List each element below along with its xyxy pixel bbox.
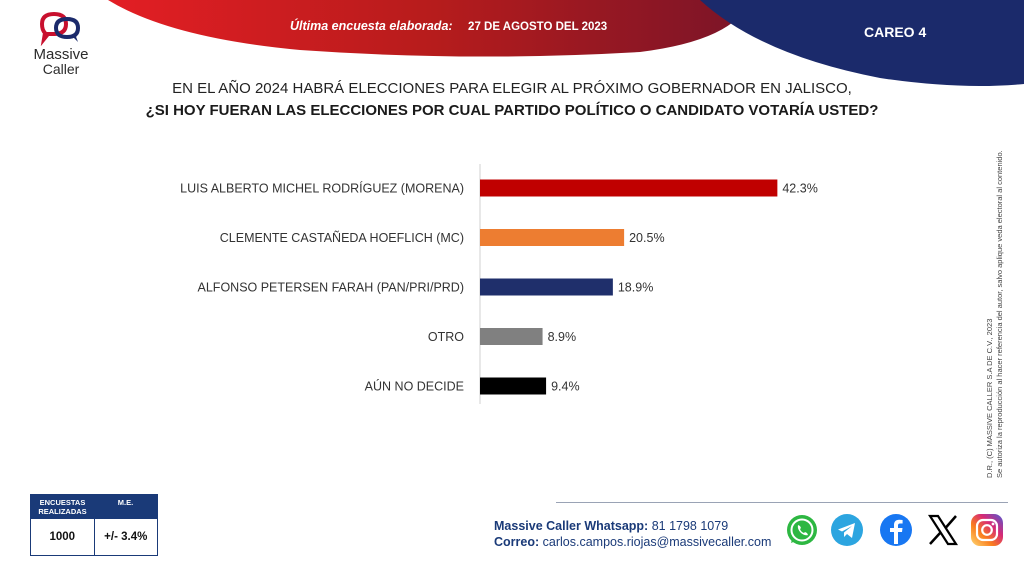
data-label: 9.4% (551, 380, 580, 394)
category-label: LUIS ALBERTO MICHEL RODRÍGUEZ (MORENA) (180, 181, 464, 196)
survey-stats-table: ENCUESTAS REALIZADAS M.E. 1000 +/- 3.4% (30, 494, 158, 556)
survey-date-value: 27 DE AGOSTO DEL 2023 (468, 21, 608, 33)
chat-bubbles-icon (39, 11, 81, 46)
whatsapp-number[interactable]: 81 1798 1079 (651, 519, 729, 533)
question-intro: EN EL AÑO 2024 HABRÁ ELECCIONES PARA ELE… (172, 80, 852, 97)
telegram-icon[interactable] (829, 512, 865, 548)
bar (480, 377, 547, 395)
data-label: 8.9% (548, 330, 577, 344)
bar (480, 179, 778, 197)
email-address[interactable]: carlos.campos.riojas@massivecaller.com (542, 535, 772, 549)
category-label: OTRO (428, 330, 464, 344)
data-label: 18.9% (618, 281, 653, 295)
data-label: 42.3% (782, 182, 817, 196)
survey-date-label: Última encuesta elaborada: (290, 19, 453, 33)
legal-copyright: D.R., (C) MASSIVE CALLER S.A DE C.V., 20… (985, 318, 994, 478)
whatsapp-label: Massive Caller Whatsapp: (494, 519, 649, 533)
email-label: Correo: (494, 535, 540, 549)
legal-notice: D.R., (C) MASSIVE CALLER S.A DE C.V., 20… (985, 118, 1015, 478)
bar-chart: LUIS ALBERTO MICHEL RODRÍGUEZ (MORENA) 42… (180, 164, 818, 404)
x-twitter-icon[interactable] (925, 512, 961, 548)
logo-name: Massive (33, 46, 89, 63)
instagram-icon[interactable] (969, 512, 1005, 548)
category-label: CLEMENTE CASTAÑEDA HOEFLICH (MC) (220, 231, 464, 245)
bar (480, 328, 543, 345)
facebook-icon[interactable] (878, 512, 914, 548)
margin-error-value: +/- 3.4% (93, 519, 158, 555)
category-label: AÚN NO DECIDE (365, 379, 464, 394)
surveys-header: ENCUESTAS REALIZADAS (38, 498, 87, 516)
bar (480, 229, 625, 246)
data-label: 20.5% (629, 231, 664, 245)
footer-divider (556, 502, 1008, 503)
question-title: ¿SI HOY FUERAN LAS ELECCIONES POR CUAL P… (145, 102, 879, 119)
whatsapp-icon[interactable] (784, 512, 820, 548)
surveys-value: 1000 (49, 531, 76, 543)
massive-caller-logo: Massive Caller (28, 10, 94, 76)
margin-error-header: M.E. (117, 498, 134, 507)
survey-date-line: Última encuesta elaborada: 27 DE AGOSTO … (290, 19, 607, 33)
logo-subname: Caller (42, 61, 80, 77)
careo-label: CAREO 4 (864, 24, 927, 40)
legal-reproduction: Se autoriza la reproducción al hacer ref… (995, 150, 1004, 478)
bar (480, 278, 613, 296)
category-label: ALFONSO PETERSEN FARAH (PAN/PRI/PRD) (198, 281, 464, 295)
contact-info: Massive Caller Whatsapp: 81 1798 1079 Co… (494, 518, 771, 550)
